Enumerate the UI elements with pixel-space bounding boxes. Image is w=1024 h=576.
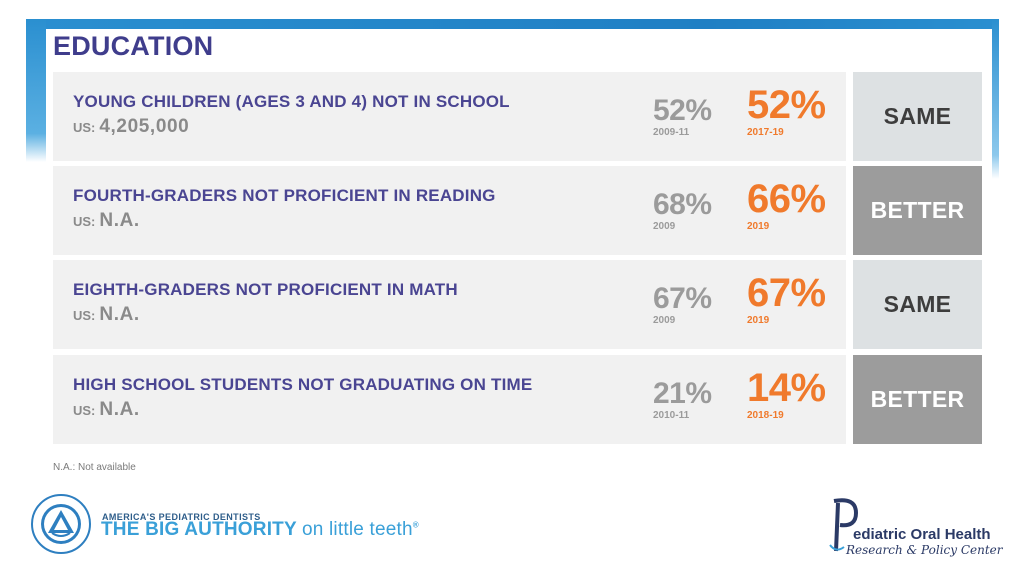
current-period: 2019	[747, 315, 770, 326]
status-badge: BETTER	[853, 166, 982, 255]
us-prefix: US:	[73, 214, 96, 229]
baseline-period: 2009	[653, 221, 676, 232]
baseline-percent: 67%	[653, 282, 712, 315]
baseline-percent: 52%	[653, 94, 712, 127]
us-value: N.A.	[99, 399, 140, 420]
pohrpc-name: ediatric Oral Health	[853, 526, 991, 543]
baseline-percent: 21%	[653, 377, 712, 410]
indicator-row: FOURTH-GRADERS NOT PROFICIENT IN READING…	[53, 166, 982, 255]
us-prefix: US:	[73, 308, 96, 323]
pohrpc-p-logo	[829, 498, 859, 552]
indicator-label: YOUNG CHILDREN (AGES 3 AND 4) NOT IN SCH…	[73, 92, 510, 111]
us-value: N.A.	[99, 210, 140, 231]
trademark-mark: ®	[412, 520, 419, 530]
aapd-seal-logo	[31, 494, 91, 554]
frame-left-accent	[26, 19, 46, 162]
indicator-row: YOUNG CHILDREN (AGES 3 AND 4) NOT IN SCH…	[53, 72, 982, 161]
frame-top-bar	[26, 19, 999, 29]
current-period: 2019	[747, 221, 770, 232]
us-total: US: N.A.	[73, 304, 140, 326]
page-title: EDUCATION	[53, 31, 214, 61]
indicator-row-body: YOUNG CHILDREN (AGES 3 AND 4) NOT IN SCH…	[53, 72, 846, 161]
status-badge: SAME	[853, 260, 982, 349]
indicator-label: FOURTH-GRADERS NOT PROFICIENT IN READING	[73, 186, 496, 205]
indicator-label: EIGHTH-GRADERS NOT PROFICIENT IN MATH	[73, 280, 458, 299]
pohrpc-subtitle: Research & Policy Center	[846, 543, 1003, 557]
aapd-tagline-small: AMERICA'S PEDIATRIC DENTISTS	[102, 512, 261, 522]
indicator-row-body: HIGH SCHOOL STUDENTS NOT GRADUATING ON T…	[53, 355, 846, 444]
us-prefix: US:	[73, 120, 96, 135]
us-value: N.A.	[99, 304, 140, 325]
baseline-period: 2009-11	[653, 127, 690, 138]
current-period: 2017-19	[747, 127, 784, 138]
baseline-percent: 68%	[653, 188, 712, 221]
us-total: US: N.A.	[73, 210, 140, 232]
status-badge: SAME	[853, 72, 982, 161]
aapd-tagline-bold: THE BIG AUTHORITY	[101, 519, 297, 540]
baseline-period: 2009	[653, 315, 676, 326]
indicator-row-body: FOURTH-GRADERS NOT PROFICIENT IN READING…	[53, 166, 846, 255]
indicator-row-body: EIGHTH-GRADERS NOT PROFICIENT IN MATH US…	[53, 260, 846, 349]
us-value: 4,205,000	[99, 116, 190, 137]
aapd-tagline-light: on little teeth	[302, 519, 413, 540]
aapd-tagline: THE BIG AUTHORITY on little teeth®	[101, 519, 419, 541]
us-total: US: 4,205,000	[73, 116, 189, 138]
current-percent: 52%	[747, 83, 826, 127]
us-total: US: N.A.	[73, 399, 140, 421]
footnote: N.A.: Not available	[53, 462, 136, 473]
frame-right-accent	[992, 19, 999, 179]
status-badge: BETTER	[853, 355, 982, 444]
indicator-row: EIGHTH-GRADERS NOT PROFICIENT IN MATH US…	[53, 260, 982, 349]
current-percent: 66%	[747, 177, 826, 221]
indicator-label: HIGH SCHOOL STUDENTS NOT GRADUATING ON T…	[73, 375, 533, 394]
current-percent: 14%	[747, 366, 826, 410]
us-prefix: US:	[73, 403, 96, 418]
current-percent: 67%	[747, 271, 826, 315]
baseline-period: 2010-11	[653, 410, 690, 421]
indicator-row: HIGH SCHOOL STUDENTS NOT GRADUATING ON T…	[53, 355, 982, 444]
current-period: 2018-19	[747, 410, 784, 421]
